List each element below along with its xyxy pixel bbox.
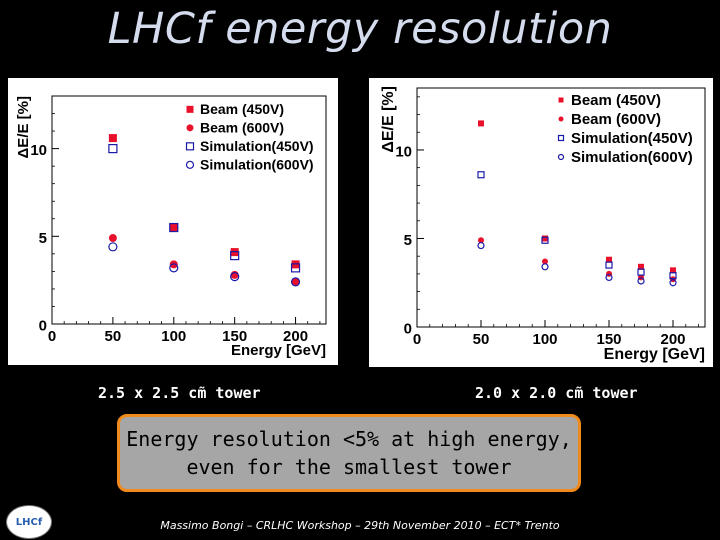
series-beam-600v- bbox=[108, 234, 300, 286]
legend-marker bbox=[557, 153, 565, 161]
y-tick-label: 10 bbox=[30, 142, 47, 159]
data-point bbox=[605, 273, 613, 282]
data-point bbox=[291, 277, 300, 286]
resolution-chart-right: 0 50 100 150 200 0 5 10 Energy [GeV] ΔE/E [%] Beam… bbox=[380, 86, 706, 363]
plot-frame bbox=[416, 87, 706, 328]
legend-label: Beam (600V) bbox=[571, 111, 661, 128]
x-tick-label: 0 bbox=[48, 328, 56, 345]
y-tick-label: 5 bbox=[39, 230, 47, 247]
x-tick-label: 200 bbox=[660, 331, 685, 348]
data-point bbox=[670, 267, 676, 274]
data-point bbox=[290, 277, 301, 287]
series-simulation-450v- bbox=[108, 144, 301, 273]
legend-marker bbox=[558, 97, 564, 103]
y-tick-label: 0 bbox=[39, 318, 47, 335]
data-point bbox=[477, 171, 485, 179]
data-point bbox=[108, 134, 117, 143]
legend-marker bbox=[185, 160, 195, 169]
data-point bbox=[477, 241, 485, 250]
x-tick-label: 50 bbox=[473, 331, 490, 348]
data-point bbox=[542, 235, 548, 242]
data-point bbox=[169, 263, 179, 273]
series-beam-450v- bbox=[478, 120, 676, 274]
series-simulation-450v- bbox=[477, 171, 677, 280]
legend-marker bbox=[557, 134, 565, 142]
data-point bbox=[637, 268, 645, 276]
x-tick-label: 150 bbox=[596, 331, 621, 348]
data-point bbox=[541, 263, 549, 271]
data-point bbox=[606, 256, 612, 263]
legend-label: Simulation(600V) bbox=[200, 157, 314, 173]
chart-panel-left: 0 50 100 150 200 0 5 10 Energy [GeV] ΔE/E [%] Beam… bbox=[8, 78, 338, 365]
data-point bbox=[290, 263, 301, 273]
x-tick-label: 0 bbox=[413, 331, 421, 348]
legend-marker bbox=[558, 116, 564, 122]
data-point bbox=[169, 222, 179, 233]
data-point bbox=[169, 223, 178, 232]
legend-label: Beam (450V) bbox=[571, 92, 661, 109]
x-tick-label: 100 bbox=[532, 331, 557, 348]
plot-frame bbox=[51, 95, 327, 325]
x-axis-label: Energy [GeV] bbox=[604, 346, 705, 363]
legend-label: Simulation(600V) bbox=[571, 149, 693, 166]
x-axis-label: Energy [GeV] bbox=[231, 342, 326, 359]
chart-panel-right: 0 50 100 150 200 0 5 10 Energy [GeV] ΔE/E [%] Beam… bbox=[369, 78, 713, 367]
data-point bbox=[669, 279, 677, 287]
x-tick-label: 150 bbox=[222, 328, 247, 345]
data-point bbox=[108, 242, 118, 252]
y-tick-label: 10 bbox=[395, 143, 412, 160]
data-point bbox=[108, 234, 117, 243]
series-simulation-600v- bbox=[477, 241, 677, 287]
y-axis-label: ΔE/E [%] bbox=[380, 86, 397, 153]
legend-label: Beam (600V) bbox=[200, 120, 284, 136]
data-point bbox=[541, 236, 549, 244]
caption-right: 2.0 x 2.0 cm̃ tower bbox=[475, 384, 638, 402]
legend-label: Beam (450V) bbox=[200, 101, 284, 117]
legend-marker bbox=[186, 124, 194, 132]
legend-marker bbox=[186, 105, 194, 113]
x-tick-label: 50 bbox=[105, 328, 122, 345]
x-tick-label: 100 bbox=[161, 328, 186, 345]
y-axis-label: ΔE/E [%] bbox=[15, 96, 32, 158]
series-beam-600v- bbox=[478, 237, 676, 283]
series-beam-450v- bbox=[108, 134, 300, 269]
legend: Beam (450V) Beam (600V) Simulation(450V) Si… bbox=[557, 92, 693, 166]
lhcf-logo: LHCf bbox=[6, 505, 52, 539]
y-tick-label: 0 bbox=[404, 321, 412, 338]
caption-left: 2.5 x 2.5 cm̃ tower bbox=[98, 384, 261, 402]
data-point bbox=[637, 277, 645, 285]
conclusion-line-1: Energy resolution <5% at high energy, bbox=[126, 427, 572, 451]
resolution-chart-left: 0 50 100 150 200 0 5 10 Energy [GeV] ΔE/E [%] Beam… bbox=[15, 95, 327, 359]
series-simulation-600v- bbox=[108, 242, 301, 287]
data-point bbox=[605, 261, 613, 269]
data-point bbox=[478, 120, 484, 127]
data-point bbox=[638, 263, 644, 270]
data-point bbox=[669, 272, 677, 280]
x-tick-label: 200 bbox=[283, 328, 308, 345]
conclusion-box: Energy resolution <5% at high energy, ev… bbox=[117, 414, 581, 492]
slide-title: LHCf energy resolution bbox=[107, 4, 613, 54]
legend-label: Simulation(450V) bbox=[200, 138, 314, 154]
data-point bbox=[230, 272, 240, 282]
legend-label: Simulation(450V) bbox=[571, 130, 693, 147]
footer-text: Massimo Bongi – CRLHC Workshop – 29th No… bbox=[160, 519, 560, 532]
y-tick-label: 5 bbox=[404, 232, 412, 249]
data-point bbox=[542, 258, 548, 265]
data-point bbox=[108, 144, 118, 154]
conclusion-line-2: even for the smallest tower bbox=[186, 455, 512, 479]
data-point bbox=[230, 251, 240, 261]
data-point bbox=[478, 237, 484, 244]
legend-marker bbox=[185, 142, 195, 151]
legend: Beam (450V) Beam (600V) Simulation(450V) Si… bbox=[185, 101, 314, 173]
